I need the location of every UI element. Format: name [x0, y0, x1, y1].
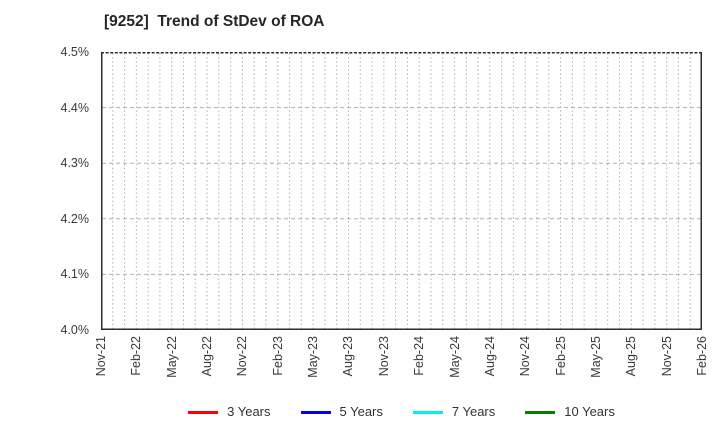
x-tick-label: Aug-24 — [482, 336, 497, 377]
x-tick-label: Feb-25 — [553, 336, 568, 376]
legend-line-swatch — [188, 410, 219, 414]
x-tick-label: Feb-26 — [695, 336, 709, 376]
y-tick-label: 4.2% — [60, 211, 90, 226]
legend-label: 3 Years — [227, 404, 271, 419]
legend: 3 Years 5 Years 7 Years 10 Years — [101, 402, 702, 422]
legend-label: 5 Years — [339, 404, 383, 419]
legend-item: 7 Years — [412, 402, 496, 422]
plot-grid — [101, 52, 702, 330]
legend-item: 5 Years — [300, 402, 383, 422]
legend-item: 10 Years — [525, 402, 615, 422]
x-tick-label: Nov-21 — [94, 336, 108, 377]
y-tick-label: 4.0% — [60, 323, 90, 337]
y-tick-label: 4.5% — [60, 45, 90, 59]
x-tick-label: Feb-22 — [129, 336, 144, 376]
x-tick-label: Nov-25 — [659, 336, 674, 377]
x-tick-label: May-24 — [447, 336, 462, 378]
x-tick-label: Nov-24 — [518, 336, 533, 377]
legend-line-swatch — [525, 410, 556, 414]
x-tick-label: Feb-24 — [412, 336, 427, 376]
legend-item: 3 Years — [188, 402, 271, 422]
x-tick-label: May-22 — [164, 336, 179, 378]
y-tick-label: 4.3% — [60, 156, 90, 171]
legend-label: 10 Years — [564, 404, 615, 419]
legend-label: 7 Years — [451, 404, 496, 419]
x-tick-label: Nov-23 — [376, 336, 391, 377]
x-tick-label: May-23 — [306, 336, 321, 378]
y-tick-label: 4.4% — [60, 100, 90, 115]
x-tick-label: Nov-22 — [235, 336, 250, 377]
x-tick-label: Aug-22 — [200, 336, 215, 377]
x-tick-label: Aug-25 — [624, 336, 639, 377]
x-tick-label: Aug-23 — [341, 336, 356, 377]
y-tick-label: 4.1% — [60, 267, 90, 282]
plot-area — [101, 52, 702, 330]
chart-title: [9252] Trend of StDev of ROA — [104, 13, 325, 30]
x-tick-label: May-25 — [588, 336, 603, 378]
legend-line-swatch — [300, 410, 331, 414]
legend-line-swatch — [412, 410, 443, 414]
x-tick-label: Feb-23 — [270, 336, 285, 376]
